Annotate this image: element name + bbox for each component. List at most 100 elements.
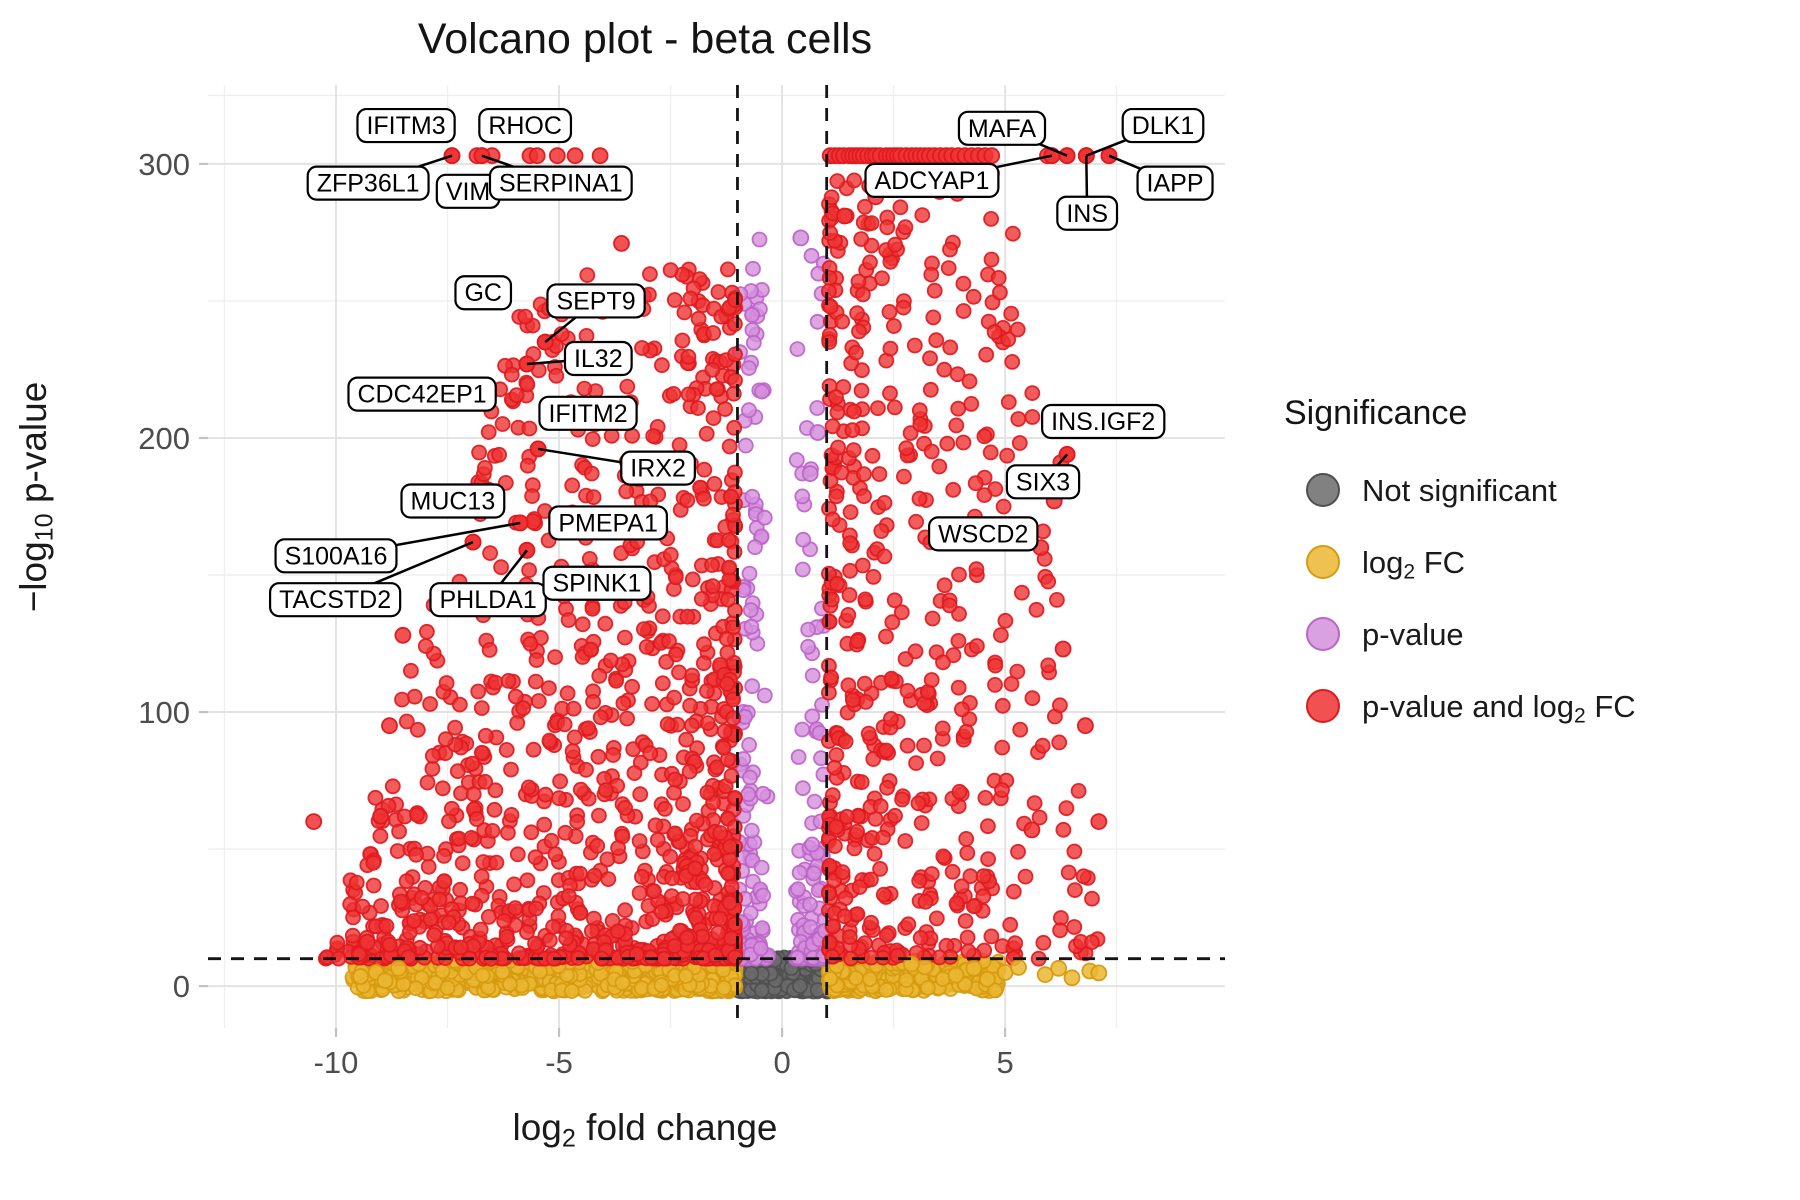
data-point-red <box>940 260 957 277</box>
data-point-red <box>1066 919 1083 935</box>
data-point-red <box>503 366 520 383</box>
gene-label-text: RHOC <box>488 112 562 140</box>
data-point-red <box>649 832 666 848</box>
data-point-red <box>542 932 558 949</box>
data-point-red <box>666 292 683 308</box>
data-point-red <box>935 654 951 671</box>
data-point-purple <box>745 334 762 351</box>
data-point-red <box>727 316 743 332</box>
data-point-red <box>391 823 408 840</box>
data-point-red <box>584 600 601 617</box>
data-point-red <box>719 676 735 692</box>
data-point-red <box>928 910 945 927</box>
data-point-red <box>381 936 398 953</box>
data-point-red <box>494 416 511 432</box>
gene-label-PMEPA1: PMEPA1 <box>548 505 668 541</box>
data-point-red <box>942 241 958 258</box>
data-point-red <box>559 685 576 702</box>
gene-label-text: TACSTD2 <box>279 586 391 614</box>
data-point-purple <box>794 721 811 738</box>
data-point-purple <box>756 687 773 704</box>
data-point-red <box>582 641 599 658</box>
data-point-red <box>634 868 650 885</box>
data-point-purple <box>791 864 808 881</box>
data-point-red <box>584 431 601 448</box>
data-point-purple <box>741 402 757 419</box>
data-point-red <box>875 829 891 846</box>
data-point-red <box>631 885 648 901</box>
data-point-red <box>823 669 839 686</box>
data-point-red <box>579 267 596 284</box>
data-point-red <box>684 667 700 684</box>
data-point-red <box>878 628 894 645</box>
data-point-red <box>624 678 640 695</box>
data-point-purple <box>806 793 823 810</box>
data-point-red <box>560 612 577 628</box>
data-point-red <box>865 569 882 585</box>
data-point-red <box>716 723 733 740</box>
data-point-purple <box>794 561 811 578</box>
data-point-red <box>1070 783 1087 799</box>
data-point-red <box>367 789 384 806</box>
data-point-red <box>978 346 995 363</box>
data-point-red <box>527 935 543 952</box>
data-point-red <box>886 318 902 334</box>
data-point-purple <box>800 621 817 638</box>
data-point-red <box>923 866 940 882</box>
data-point-purple <box>744 488 761 505</box>
data-point-red <box>507 900 524 917</box>
data-point-red <box>464 533 482 551</box>
gene-label-text: SIX3 <box>1016 468 1070 496</box>
data-point-red <box>923 672 940 688</box>
gene-label-INS.IGF2: INS.IGF2 <box>1041 403 1166 440</box>
data-point-red <box>922 381 939 398</box>
data-point-red <box>671 664 687 681</box>
gene-label-box <box>1121 107 1205 144</box>
data-point-red <box>519 376 536 393</box>
legend-items: Not significant log2 FC p-value p-value and… <box>1306 473 1636 728</box>
data-point-red <box>679 608 696 625</box>
data-point-red <box>547 649 563 665</box>
data-point-red <box>576 380 593 397</box>
gene-label-PHLDA1: PHLDA1 <box>429 582 547 618</box>
data-point-red <box>953 878 970 895</box>
data-point-red <box>983 928 1000 945</box>
data-point-gold <box>898 972 915 988</box>
gene-label-box <box>864 162 1000 198</box>
data-point-red <box>556 716 573 733</box>
data-point-red <box>727 464 743 481</box>
gene-label-S100A16: S100A16 <box>274 538 398 574</box>
data-point-red <box>856 466 872 483</box>
data-point-red <box>721 559 738 576</box>
data-point-red <box>986 324 1003 340</box>
legend-item-label: p-value <box>1362 617 1464 652</box>
data-point-red <box>696 490 712 507</box>
data-point-red <box>906 337 923 354</box>
data-point-red <box>406 688 423 705</box>
data-point-red <box>863 215 880 232</box>
data-point-red <box>477 773 494 790</box>
data-point-red <box>305 813 323 830</box>
data-point-red <box>1005 883 1022 900</box>
x-tick-label: 0 <box>773 1045 790 1080</box>
data-point-red <box>394 691 410 708</box>
data-point-red <box>464 755 481 772</box>
data-point-red <box>1034 737 1051 754</box>
data-point-red <box>994 782 1010 798</box>
data-point-purple <box>754 920 771 936</box>
legend-item-gray: Not significant <box>1306 473 1557 508</box>
data-point-red <box>834 864 851 881</box>
threshold-lines <box>208 85 1225 1028</box>
data-point-red <box>409 806 425 823</box>
data-point-gold <box>978 970 996 988</box>
gene-label-text: SEPT9 <box>556 287 635 315</box>
data-point-red <box>942 339 959 356</box>
data-point-red <box>638 639 655 655</box>
data-point-red <box>451 696 468 713</box>
data-point-red <box>572 865 588 882</box>
data-point-red <box>408 846 425 863</box>
data-point-purple <box>802 896 818 913</box>
data-point-red <box>591 668 608 684</box>
data-point-gold <box>376 972 394 989</box>
data-point-red <box>987 657 1004 674</box>
